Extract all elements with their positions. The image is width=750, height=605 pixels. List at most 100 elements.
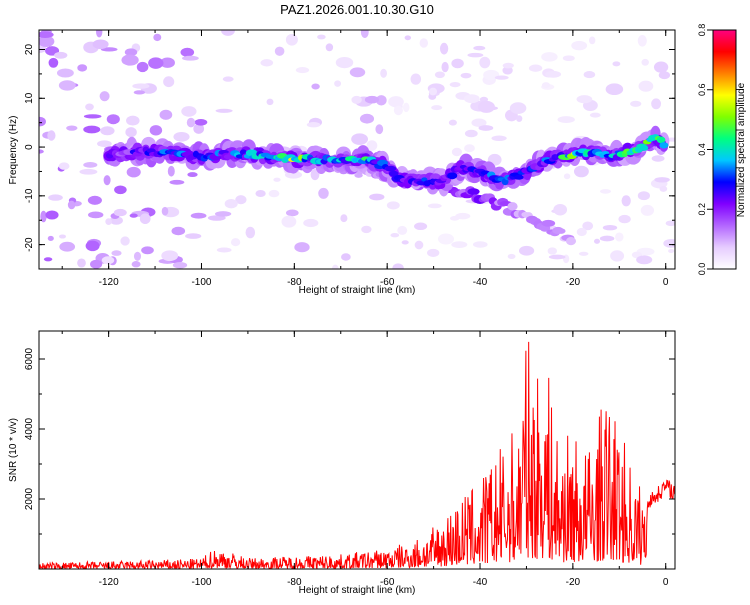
- spectrogram-blob: [325, 43, 334, 52]
- spectrogram-blob: [281, 215, 297, 228]
- spectrogram-blob: [139, 213, 151, 225]
- spectrogram-blob: [565, 236, 577, 246]
- spectrogram-blob: [637, 191, 650, 201]
- spectrogram-blob: [557, 116, 575, 124]
- spectrogram-blob: [85, 103, 94, 111]
- spectrogram-blob: [100, 126, 115, 136]
- spectrogram-blob: [571, 40, 588, 51]
- x-tick-label: -20: [566, 277, 581, 288]
- spectrogram-blob: [136, 61, 149, 73]
- spectrogram-blob: [502, 62, 514, 69]
- y-tick-label: 4000: [24, 417, 35, 440]
- colorbar-label: Normalized spectral amplitude: [736, 82, 747, 217]
- spectrogram-blob: [659, 185, 668, 192]
- spectrogram-blob: [180, 47, 195, 57]
- spectrogram-blob: [541, 52, 558, 62]
- y-tick-label: -10: [24, 188, 35, 203]
- spectrogram-blob: [48, 194, 63, 201]
- spectrogram-blob: [618, 214, 631, 224]
- spectrogram-frame: [38, 29, 676, 270]
- spectrogram-blob: [341, 253, 351, 261]
- spectrogram-blob: [467, 52, 484, 58]
- spectrogram-blob: [562, 55, 575, 62]
- spectrogram-blob: [273, 177, 281, 182]
- spectrogram-blob: [230, 238, 241, 247]
- spectrogram-blob: [414, 240, 424, 250]
- spectrogram-blob: [401, 240, 409, 245]
- spectrogram-blob: [528, 64, 543, 72]
- x-tick-label: -100: [191, 277, 211, 288]
- snr-y-ticks: 2000 4000 6000: [24, 347, 675, 535]
- spectrogram-blob: [47, 235, 54, 241]
- spectrogram-blob: [449, 216, 460, 221]
- spectrogram-blob: [193, 123, 205, 134]
- spectrogram-blob: [427, 203, 442, 209]
- spectrogram-blob: [615, 232, 624, 242]
- spectrogram-blob: [99, 91, 110, 102]
- spectrogram-blob: [578, 251, 589, 256]
- spectrogram-blob: [599, 235, 615, 242]
- y-tick-label: 0: [24, 144, 35, 150]
- spectrogram-blob: [92, 39, 109, 50]
- spectrogram-blob: [105, 218, 112, 225]
- spectrogram-blob: [654, 177, 670, 183]
- spectrogram-blob: [507, 202, 518, 211]
- spectrogram-blob: [589, 36, 596, 45]
- spectrogram-blob: [385, 165, 397, 172]
- spectrogram-blob: [141, 246, 154, 255]
- spectrogram-blob: [419, 38, 429, 48]
- spectrogram-blob: [547, 247, 558, 255]
- spectrogram-blob: [106, 114, 120, 125]
- spectrogram-blob: [612, 61, 621, 67]
- spectrogram-blob: [171, 226, 186, 236]
- spectrogram-blob: [392, 263, 404, 269]
- spectrogram-blob: [77, 64, 88, 72]
- spectrogram-blob: [545, 70, 562, 78]
- spectrogram-blob: [541, 219, 556, 227]
- spectrogram-blob: [494, 75, 509, 80]
- spectrogram-blob: [207, 215, 226, 221]
- spectrogram-blob: [427, 248, 440, 257]
- spectrogram-blob: [161, 250, 179, 262]
- spectrogram-blob: [464, 129, 478, 138]
- spectrogram-blob: [651, 98, 662, 110]
- spectrogram-blob: [663, 238, 675, 248]
- spectrogram-blob: [651, 155, 665, 162]
- spectrogram-blob: [471, 118, 487, 128]
- spectrogram-blob: [39, 35, 55, 48]
- spectrogram-blob: [393, 105, 403, 116]
- chart-title: PAZ1.2026.001.10.30.G10: [280, 2, 434, 17]
- spectrogram-blob: [386, 201, 400, 210]
- spectrogram-x-label: Height of straight line (km): [299, 285, 416, 296]
- snr-series-line: [39, 341, 675, 569]
- spectrogram-blob: [668, 248, 675, 254]
- x-tick-label: -120: [99, 277, 119, 288]
- colorbar-ticks: 0.0 0.2 0.4 0.6 0.8: [697, 24, 713, 275]
- spectrogram-blob: [132, 83, 150, 89]
- spectrogram-blob: [45, 210, 59, 220]
- spectrogram-blob: [404, 35, 412, 41]
- spectrogram-blob: [437, 233, 455, 245]
- spectrogram-blob: [658, 71, 671, 80]
- spectrogram-blob: [306, 122, 321, 128]
- spectrogram-blob: [351, 133, 368, 145]
- spectrogram-blob: [96, 30, 103, 38]
- spectrogram-blob: [557, 228, 566, 234]
- spectrogram-blob: [125, 127, 137, 138]
- spectrogram-blob: [153, 33, 162, 42]
- spectrogram-heatmap: [39, 30, 675, 269]
- spectrogram-blob: [340, 214, 348, 223]
- y-tick-label: -20: [24, 237, 35, 252]
- spectrogram-blob: [47, 130, 56, 141]
- spectrogram-blob: [449, 82, 461, 88]
- spectrogram-blob: [359, 113, 375, 124]
- spectrogram-blob: [509, 102, 527, 114]
- spectrogram-blob: [589, 112, 601, 118]
- spectrogram-blob: [285, 33, 298, 46]
- snr-panel: -120 -100 -80 -60 -40 -20 0 2000 4000 6000 Heigh…: [8, 330, 676, 596]
- spectrogram-blob: [317, 34, 326, 40]
- spectrogram-blob: [397, 225, 408, 235]
- spectrogram-blob: [294, 242, 310, 253]
- spectrogram-blob: [464, 144, 475, 153]
- snr-y-label: SNR (10 * v/v): [8, 418, 19, 482]
